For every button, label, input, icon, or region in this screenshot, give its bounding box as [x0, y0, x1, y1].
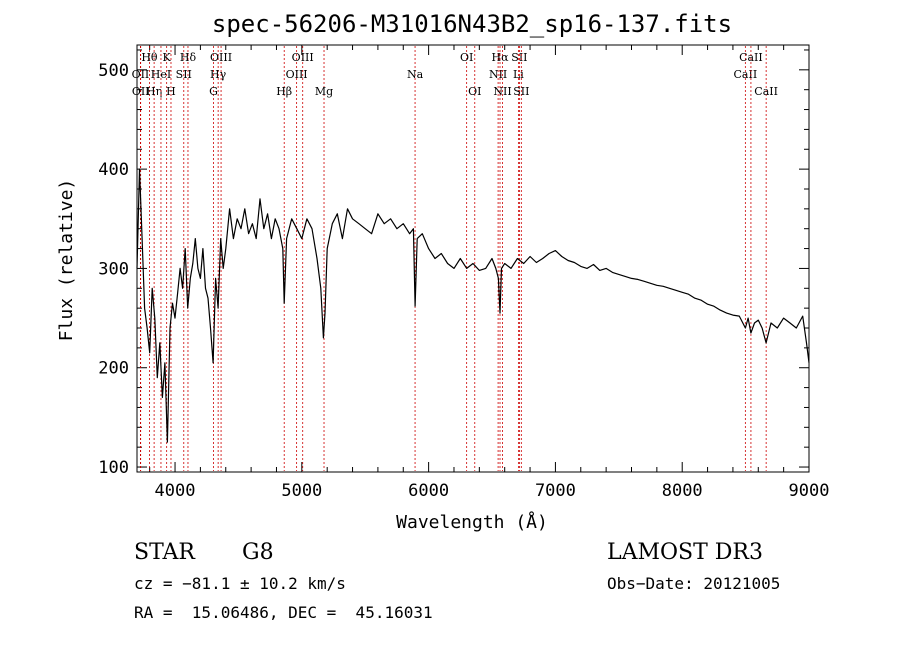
x-tick-label: 8000: [662, 481, 703, 501]
spectral-line-label: OI: [468, 85, 481, 98]
y-tick-label: 300: [98, 259, 129, 279]
chart-title: spec-56206-M31016N43B2_sp16-137.fits: [212, 10, 732, 38]
spectral-line-label: CaII: [739, 51, 763, 64]
x-axis-label: Wavelength (Å): [396, 511, 548, 533]
spectral-line-markers: HθOIIOIIHηHeIKHSIIHδHγGOIIIHβOIIIOIIIMgN…: [132, 46, 778, 471]
plot-frame: [136, 44, 810, 473]
coordinates: RA = 15.06486, DEC = 45.16031: [134, 603, 433, 622]
spectral-line-label: Hα: [491, 51, 509, 64]
object-class: STAR: [134, 540, 195, 565]
spectral-line-label: OIII: [286, 68, 308, 81]
x-tick-label: 6000: [408, 481, 449, 501]
x-tick-label: 4000: [155, 481, 196, 501]
observation-date: Obs−Date: 20121005: [607, 574, 781, 593]
spectral-line-label: NII: [489, 68, 507, 81]
spectral-line-label: SII: [513, 85, 529, 98]
spectrum-line: [136, 168, 810, 443]
object-subclass: G8: [242, 540, 274, 565]
spectral-line-label: H: [166, 85, 176, 98]
spectral-line-label: G: [209, 85, 218, 98]
spectral-line-label: HeI: [151, 68, 171, 81]
spectral-line-label: OII: [132, 85, 150, 98]
spectral-line-label: Li: [513, 68, 524, 81]
spectral-line-label: Hδ: [180, 51, 197, 64]
y-tick-label: 500: [98, 61, 129, 81]
y-tick-label: 100: [98, 458, 129, 478]
spectral-line-label: OIII: [292, 51, 314, 64]
x-axis: 4000 5000 6000 7000 8000 9000: [149, 45, 830, 501]
spectral-line-label: CaII: [754, 85, 778, 98]
spectral-line-label: Hθ: [141, 51, 158, 64]
spectral-line-label: NII: [493, 85, 511, 98]
spectral-line-label: CaII: [734, 68, 758, 81]
spectral-line-label: Hγ: [210, 68, 227, 81]
spectral-line-label: K: [163, 51, 172, 64]
spectral-line-label: Hβ: [276, 85, 292, 98]
survey-name: LAMOST DR3: [607, 540, 763, 565]
y-axis-label: Flux (relative): [56, 179, 77, 342]
spectral-line-label: Mg: [315, 85, 333, 98]
x-tick-label: 9000: [789, 481, 830, 501]
spectral-line-label: OIII: [210, 51, 232, 64]
y-tick-label: 200: [98, 359, 129, 379]
x-tick-label: 5000: [281, 481, 322, 501]
spectral-line-label: Hη: [146, 85, 162, 98]
y-axis: 100 200 300 400 500: [98, 49, 809, 478]
spectral-line-label: SII: [511, 51, 527, 64]
redshift-velocity: cz = −81.1 ± 10.2 km/s: [134, 574, 346, 593]
spectral-line-label: Na: [407, 68, 424, 81]
spectral-line-label: SII: [176, 68, 192, 81]
y-tick-label: 400: [98, 160, 129, 180]
x-tick-label: 7000: [535, 481, 576, 501]
spectral-line-label: OI: [460, 51, 473, 64]
